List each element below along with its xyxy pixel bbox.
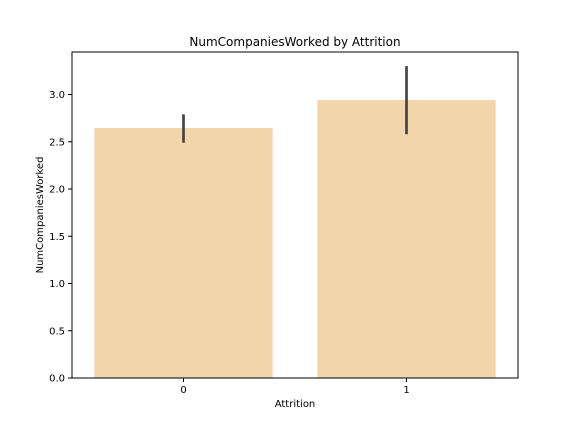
x-tick-label-0: 0 <box>180 385 186 396</box>
y-tick-label-3.0: 3.0 <box>49 90 65 101</box>
error-bars-layer <box>182 66 408 143</box>
bar-0 <box>94 128 273 378</box>
y-tick-label-1.0: 1.0 <box>49 279 65 290</box>
y-tick-label-2.5: 2.5 <box>49 137 65 148</box>
x-tick-label-1: 1 <box>403 385 409 396</box>
chart-title: NumCompaniesWorked by Attrition <box>189 35 400 49</box>
y-tick-label-0.5: 0.5 <box>49 326 65 337</box>
y-tick-label-0.0: 0.0 <box>49 374 65 385</box>
y-axis-label: NumCompaniesWorked <box>35 157 46 274</box>
x-axis-label: Attrition <box>275 399 316 410</box>
y-tick-label-1.5: 1.5 <box>49 232 65 243</box>
bars-layer <box>94 100 496 379</box>
y-tick-label-2.0: 2.0 <box>49 185 65 196</box>
plot-area-frame <box>71 51 519 379</box>
bar-1 <box>317 100 496 379</box>
y-axis: 0.0 0.5 1.0 1.5 2.0 2.5 3.0 <box>49 90 72 385</box>
